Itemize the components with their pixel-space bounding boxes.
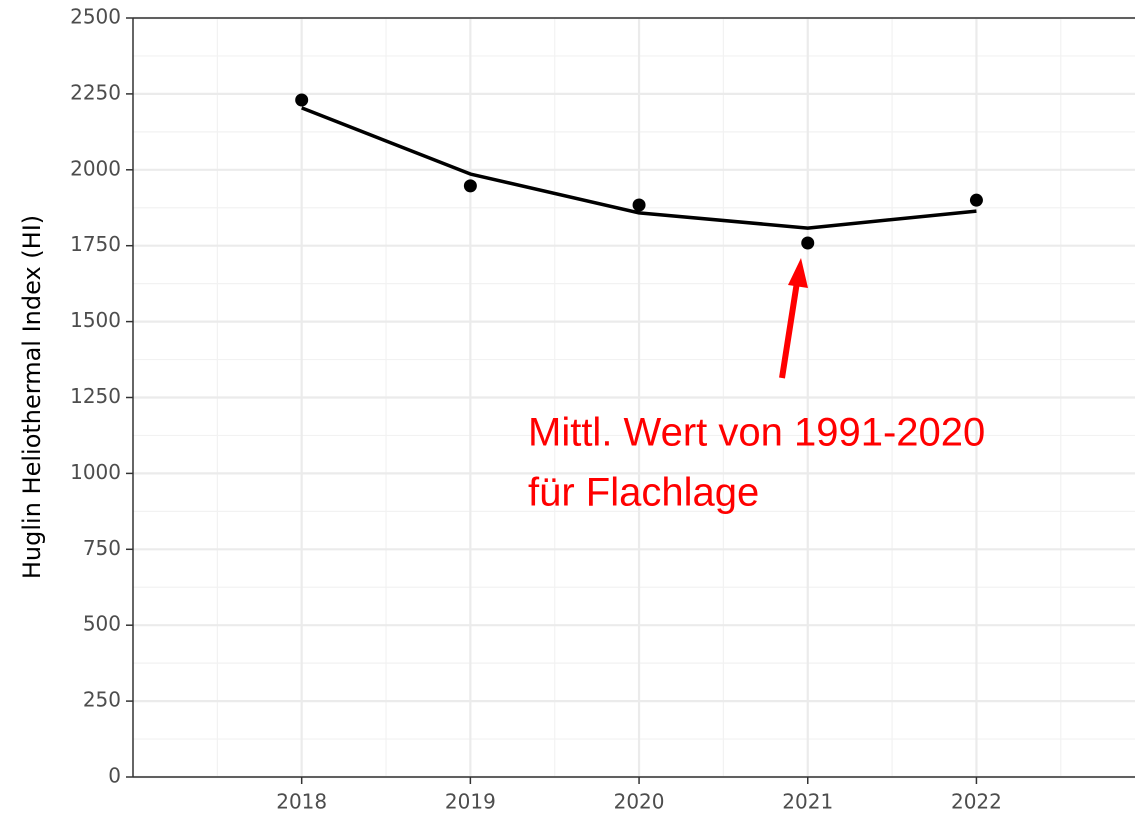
annotation-arrow-shaft [779,281,800,379]
y-tick-label: 0 [108,764,121,788]
y-axis-title: Huglin Heliothermal Index (HI) [18,215,46,579]
y-tick-label: 2250 [70,80,121,104]
data-point [801,236,815,250]
y-tick-label: 1000 [70,460,121,484]
trend-line [301,106,977,230]
y-tick-label: 1500 [70,308,121,332]
y-tick-label: 1750 [70,232,121,256]
x-tick-label: 2021 [782,790,833,814]
y-tick-label: 2500 [70,5,121,29]
x-tick-label: 2019 [445,790,496,814]
y-tick-label: 250 [83,688,121,712]
data-point [632,198,646,212]
x-tick-label: 2022 [951,790,1002,814]
y-tick-label: 750 [83,536,121,560]
y-tick-label: 2000 [70,156,121,180]
y-tick-label: 500 [83,612,121,636]
annotation-text: Mittl. Wert von 1991-2020 [528,411,985,455]
x-tick-label: 2018 [276,790,327,814]
annotation-arrow-head [788,258,808,288]
grid [133,16,1135,779]
data-point [463,179,477,193]
y-tick-label: 1250 [70,384,121,408]
data-point [969,193,983,207]
x-tick-label: 2020 [614,790,665,814]
data-point [295,93,309,107]
annotation-text: für Flachlage [528,471,759,515]
